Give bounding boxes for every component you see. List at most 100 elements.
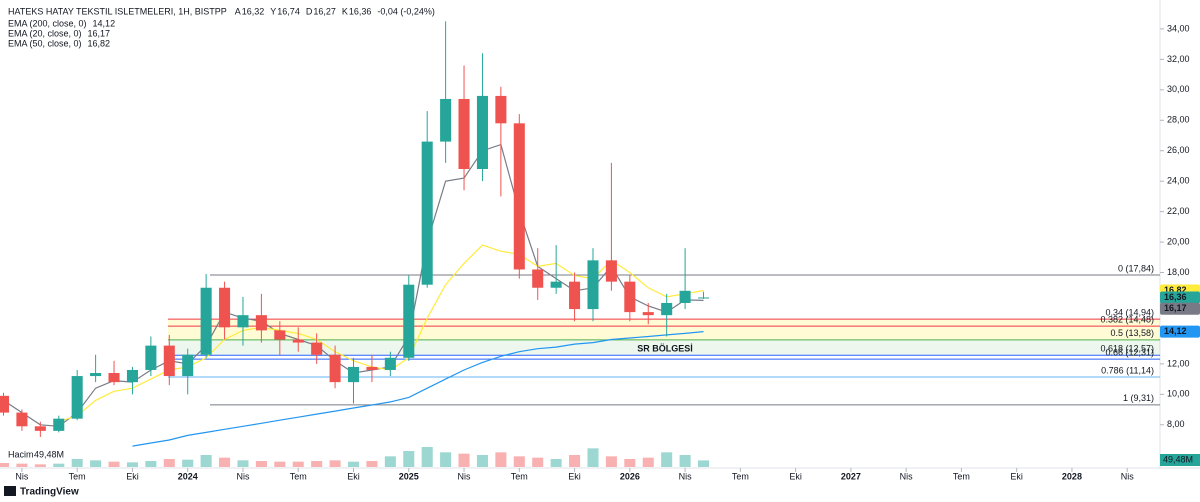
y-tick-label: 30,00: [1167, 84, 1190, 94]
candle-body: [108, 373, 120, 383]
fib-label: 0.786 (11,14): [1101, 365, 1154, 375]
candle-body: [587, 260, 599, 310]
fib-label: 0.618 (12,57): [1100, 344, 1154, 354]
candle-body: [532, 269, 544, 288]
volume-bar: [200, 455, 212, 467]
candle-body: [347, 366, 360, 383]
candle-body: [605, 260, 617, 282]
volume-bar: [403, 451, 415, 467]
volume-bar: [587, 448, 599, 467]
symbol-title: HATEKS HATAY TEKSTIL ISLETMELERI, 1H, BI…: [8, 6, 227, 16]
volume-bar: [550, 459, 562, 467]
y-tick-label: 22,00: [1167, 206, 1190, 216]
volume-bar: [182, 459, 194, 467]
candle-body: [200, 287, 212, 355]
ema200-price-label-box: [1160, 325, 1200, 338]
candle-body: [569, 281, 581, 310]
candle-body: [329, 354, 341, 383]
ema-line: [132, 331, 704, 447]
candle-body: [0, 395, 10, 413]
volume-bar: [384, 456, 396, 467]
fib-label: 1 (9,31): [1123, 393, 1154, 403]
brand-logo: [4, 486, 16, 496]
candle-body: [163, 345, 175, 377]
candle-body: [145, 345, 157, 370]
volume-bar: [145, 461, 157, 467]
y-tick-label: 32,00: [1167, 54, 1190, 64]
candle-body: [661, 302, 673, 316]
header: HATEKS HATAY TEKSTIL ISLETMELERI, 1H, BI…: [8, 6, 435, 16]
x-tick-label: Tem: [69, 471, 86, 481]
candle-body: [550, 281, 562, 288]
candle-body: [90, 373, 102, 377]
volume-price-box: [1160, 454, 1200, 466]
volume-bar: [71, 459, 83, 467]
candle-body: [697, 297, 710, 299]
volume-bar: [697, 460, 710, 467]
volume-bar: [495, 452, 507, 467]
x-tick-label: Tem: [732, 471, 749, 481]
volume-name: Hacim: [8, 449, 34, 459]
last-price-label-box: [1160, 291, 1200, 304]
volume-bar: [624, 459, 636, 467]
ema200-price-label: 14,12: [1164, 326, 1187, 336]
legend-value: 16,82: [88, 38, 111, 48]
fib-label: 0.5 (13,58): [1110, 328, 1154, 338]
legend-value: 14,12: [93, 18, 116, 28]
volume-bar: [458, 453, 470, 467]
y-tick-label: 26,00: [1167, 145, 1190, 155]
ohlc-value: 16,74: [277, 6, 300, 16]
y-tick-label: 8,00: [1167, 419, 1185, 429]
x-tick-label: Eki: [568, 471, 581, 481]
candle-body: [71, 376, 83, 419]
x-tick-label: Eki: [789, 471, 802, 481]
volume-bar: [255, 461, 267, 467]
ohlc-value: 16,27: [313, 6, 336, 16]
ohlc-key: D: [306, 6, 313, 16]
legend-name: EMA (200, close, 0): [8, 18, 87, 28]
legend-name: EMA (50, close, 0): [8, 38, 82, 48]
volume-bar: [108, 461, 120, 467]
candle-body: [476, 95, 488, 169]
candle-body: [495, 95, 507, 124]
fib-label: 0 (17,84): [1118, 263, 1154, 273]
volume-bar: [679, 455, 691, 467]
x-tick-label: 2026: [620, 471, 640, 481]
candle-body: [642, 312, 654, 316]
volume-price-label: 49,48M: [1163, 454, 1193, 464]
volume-value: 49,48M: [34, 449, 64, 459]
ohlc-key: K: [342, 6, 348, 16]
y-tick-label: 18,00: [1167, 267, 1190, 277]
volume-bar: [53, 463, 65, 467]
volume-bar: [440, 452, 452, 467]
candle-body: [219, 287, 231, 328]
volume-bar: [476, 455, 488, 467]
y-tick-label: 10,00: [1167, 389, 1190, 399]
volume-bar: [163, 459, 175, 467]
x-tick-label: 2027: [841, 471, 861, 481]
x-tick-label: 2024: [178, 471, 198, 481]
volume-bar: [661, 452, 673, 467]
candle-body: [421, 141, 433, 285]
x-tick-label: Nis: [236, 471, 249, 481]
y-tick-label: 12,00: [1167, 358, 1190, 368]
ohlc-value: 16,32: [242, 6, 265, 16]
x-tick-label: 2025: [399, 471, 419, 481]
y-tick-label: 20,00: [1167, 236, 1190, 246]
x-tick-label: Nis: [1121, 471, 1134, 481]
volume-bar: [532, 457, 544, 467]
y-tick-label: 34,00: [1167, 23, 1190, 33]
ohlc-key: A: [235, 6, 241, 16]
legend-name: EMA (20, close, 0): [8, 28, 82, 38]
x-tick-label: Nis: [458, 471, 471, 481]
volume-bar: [513, 456, 525, 467]
y-tick-label: 24,00: [1167, 176, 1190, 186]
x-tick-label: Tem: [290, 471, 307, 481]
volume-bar: [0, 463, 10, 467]
ema20-price-label: 16,17: [1164, 303, 1187, 313]
candle-body: [126, 369, 138, 383]
ohlc-value: 16,36: [349, 6, 372, 16]
volume-bar: [219, 457, 231, 467]
x-tick-label: Eki: [1010, 471, 1023, 481]
